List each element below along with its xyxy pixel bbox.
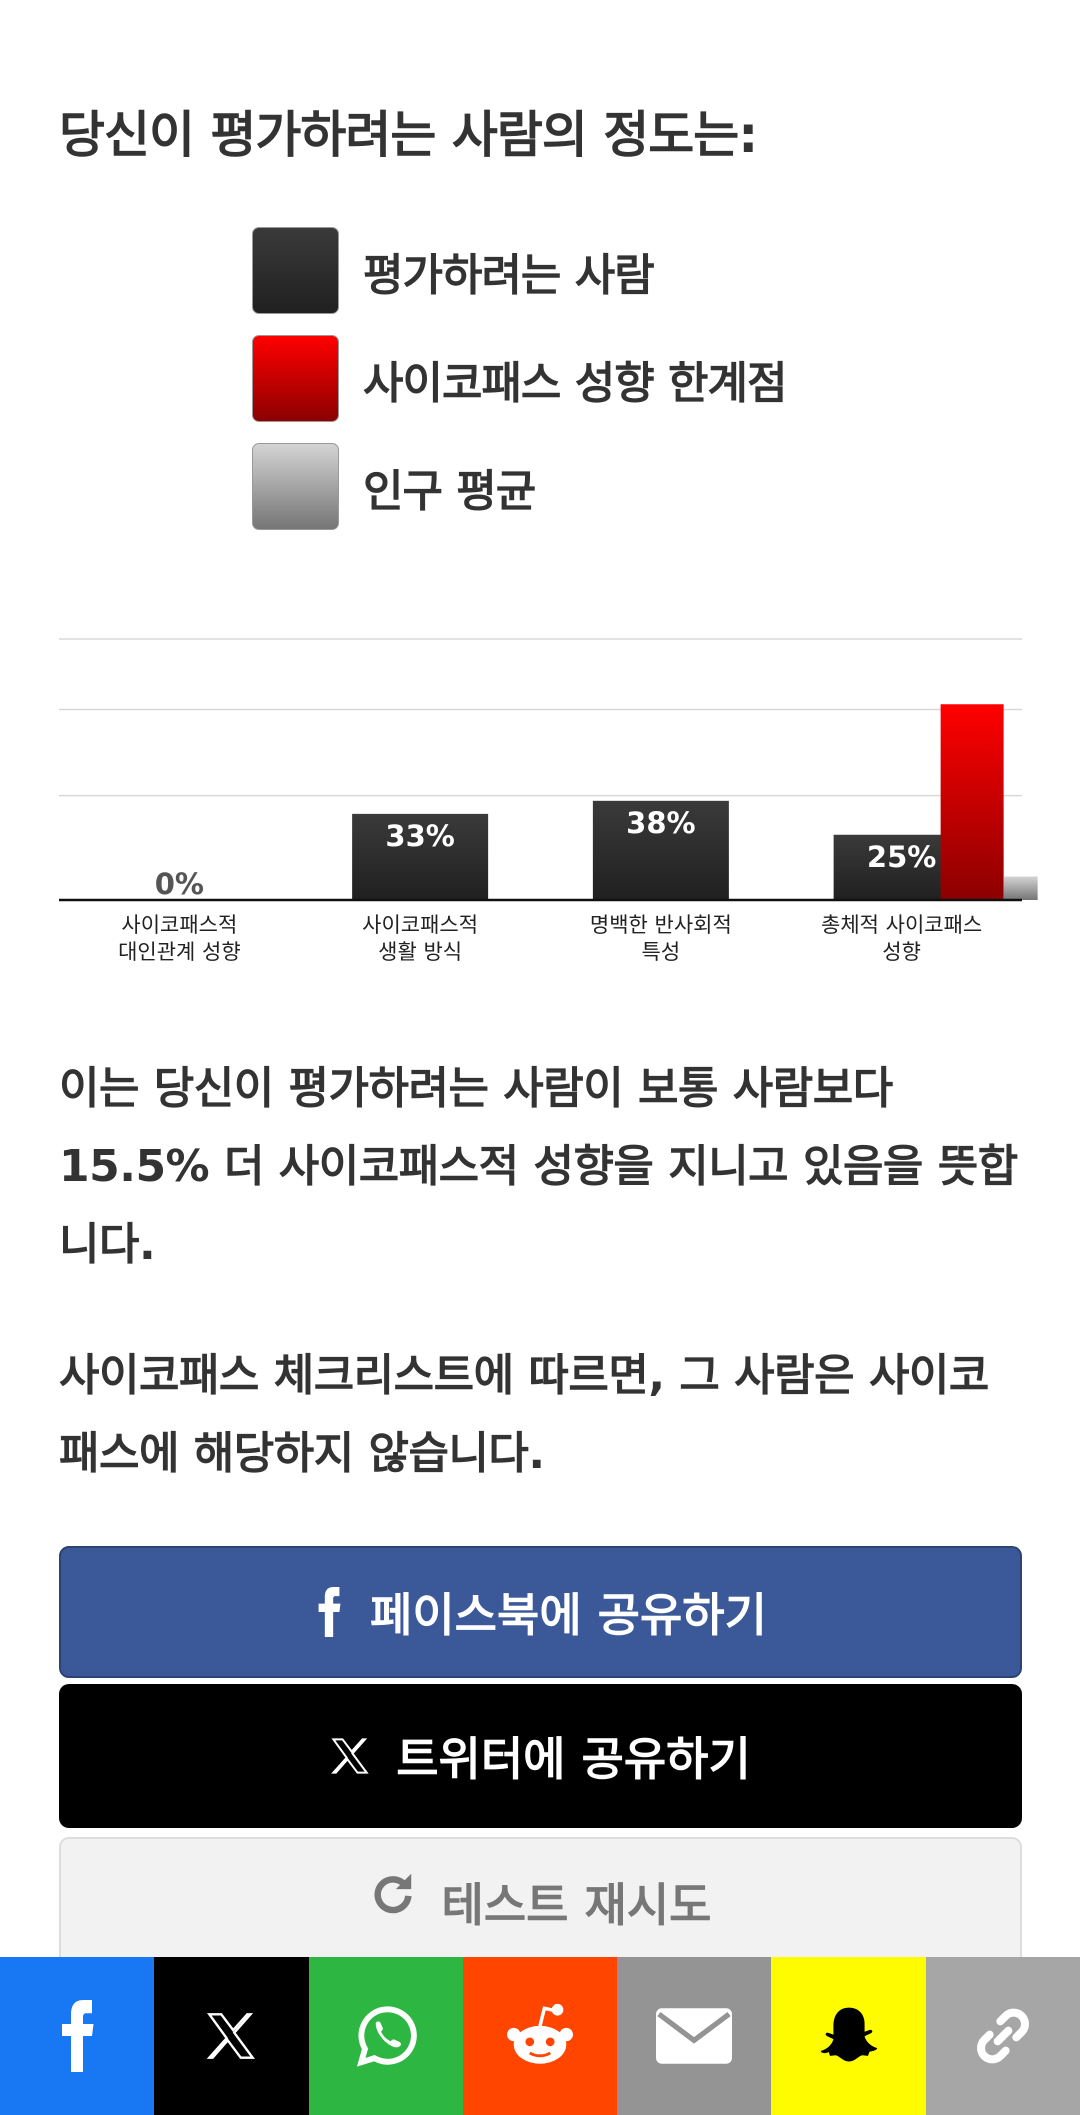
snapchat-icon [820,2007,877,2062]
facebook-icon [318,1587,341,1637]
x-tick-label: 사이코패스적 대인관계 성향 [118,913,241,964]
value-label: 25% [867,840,936,874]
legend-item: 인구 평균 [252,442,536,531]
bar [940,704,1004,900]
legend-item: 평가하려는 사람 [252,226,655,315]
twitter-share-button[interactable]: 트위터에 공유하기 [59,1684,1022,1828]
facebook-share-button[interactable]: 페이스북에 공유하기 [59,1546,1022,1678]
x-tick-label: 사이코패스적 생활 방식 [362,913,479,964]
value-label: 38% [626,806,695,840]
share-whatsapp[interactable] [308,1957,463,2115]
legend-item: 사이코패스 성향 한계점 [252,334,787,423]
result-text: 이는 당신이 평가하려는 사람이 보통 사람보다 15.5% 더 사이코패스적 … [59,1063,1018,1270]
reddit-icon [507,2003,573,2064]
button-label: 테스트 재시도 [441,1878,712,1932]
heading: 당신이 평가하려는 사람의 정도는: [59,106,758,164]
legend-swatch [252,335,339,422]
refresh-icon [374,1873,412,1914]
value-label: 0% [155,867,204,901]
share-email[interactable] [617,1957,772,2115]
result-text: 사이코패스 체크리스트에 따르면, 그 사람은 사이코패스에 해당하지 않습니다… [59,1350,989,1479]
whatsapp-icon [356,2006,417,2067]
share-snapchat[interactable] [771,1957,926,2115]
x-icon [331,1738,369,1774]
legend-label: 평가하려는 사람 [363,249,655,301]
button-label: 트위터에 공유하기 [396,1732,751,1786]
facebook-icon [62,2000,94,2072]
chart: 0% 33% 38% 25% [59,638,1038,902]
legend-label: 사이코패스 성향 한계점 [363,357,787,409]
bar [1003,876,1038,900]
x-tick-label: 명백한 반사회적 특성 [589,913,732,964]
value-label: 33% [385,819,454,853]
bar [352,813,489,900]
bar [592,800,729,900]
legend-swatch [252,443,339,530]
share-bar [0,1957,1080,2115]
share-link[interactable] [925,1957,1080,2115]
legend-label: 인구 평균 [363,465,536,517]
legend-swatch [252,227,339,314]
x-icon [207,2013,256,2059]
email-icon [656,2008,733,2064]
share-reddit[interactable] [462,1957,618,2115]
link-icon [976,2008,1029,2064]
share-x[interactable] [154,1957,309,2115]
share-facebook[interactable] [0,1957,155,2115]
x-tick-label: 총체적 사이코패스 성향 [821,913,983,964]
button-label: 페이스북에 공유하기 [370,1588,767,1642]
